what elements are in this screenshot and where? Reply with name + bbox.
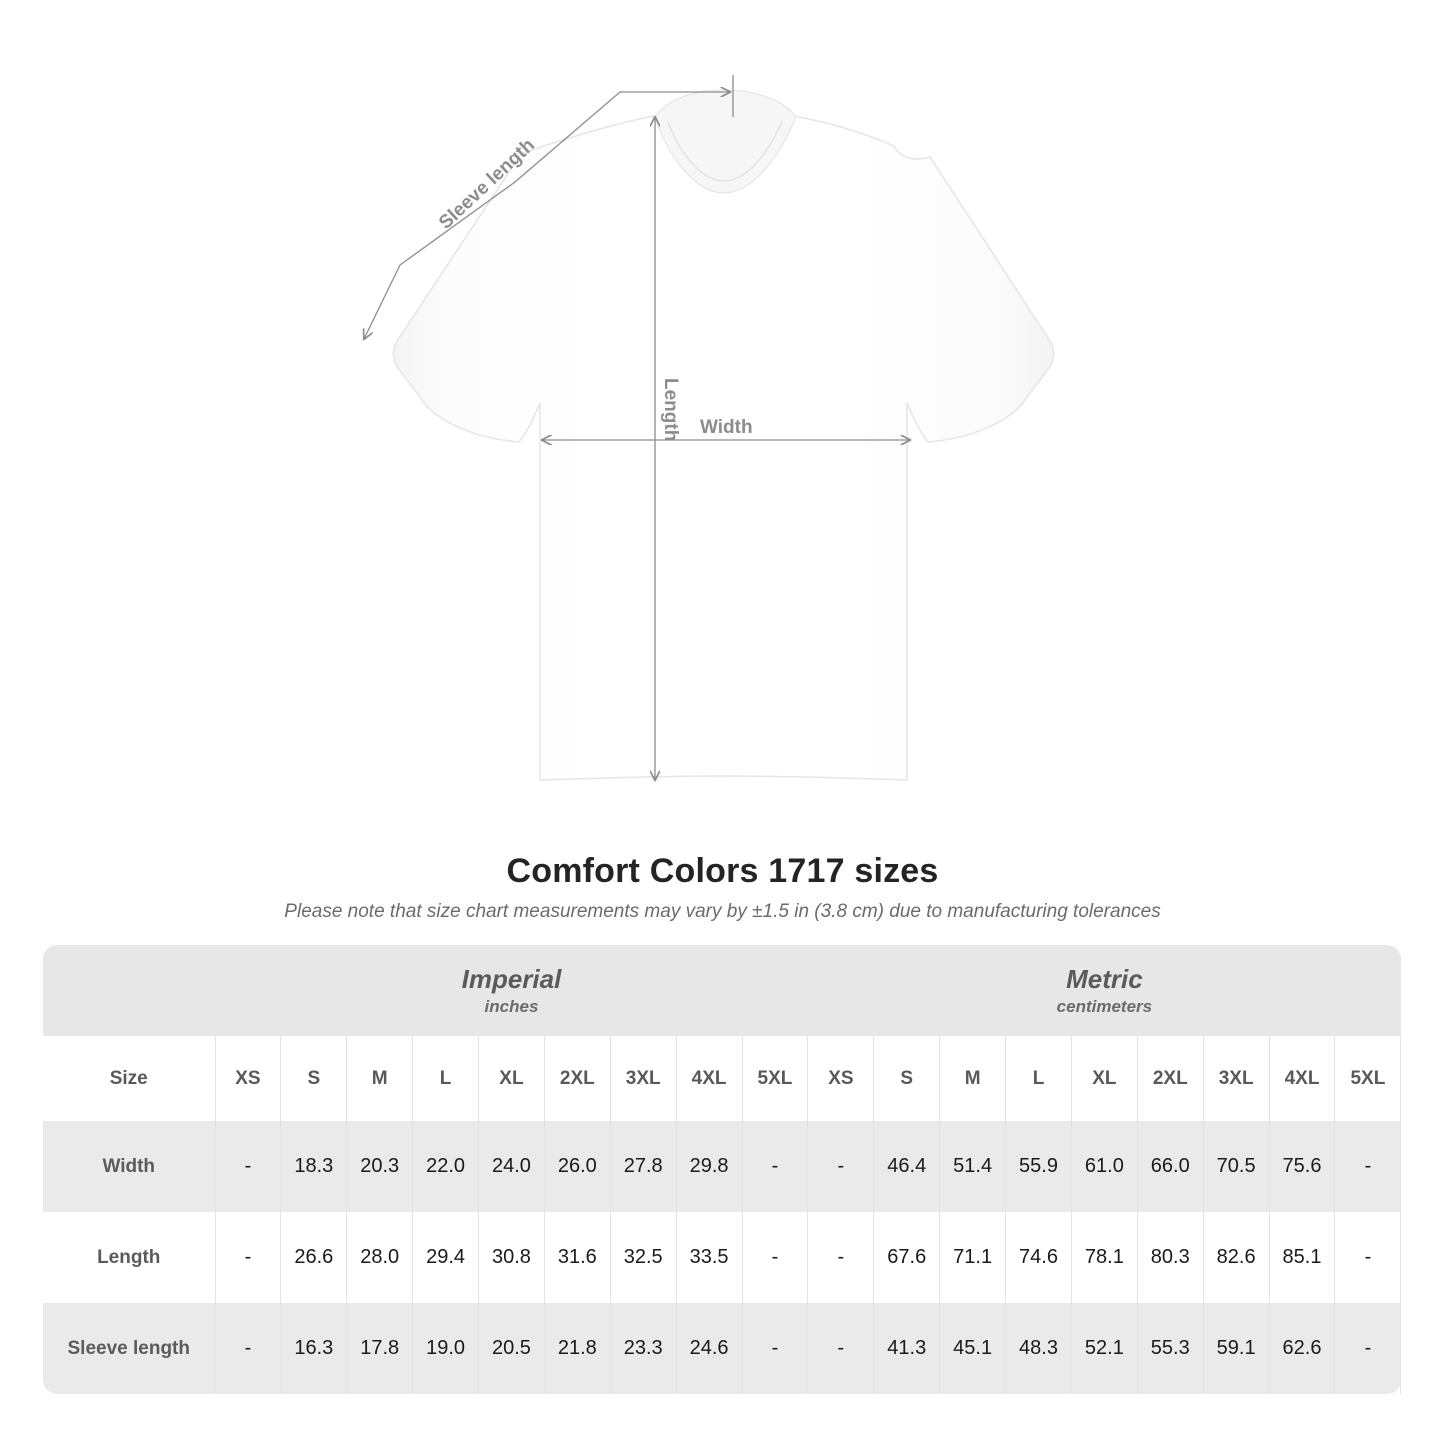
svg-text:Width: Width: [700, 417, 753, 438]
svg-text:Length: Length: [660, 378, 681, 441]
